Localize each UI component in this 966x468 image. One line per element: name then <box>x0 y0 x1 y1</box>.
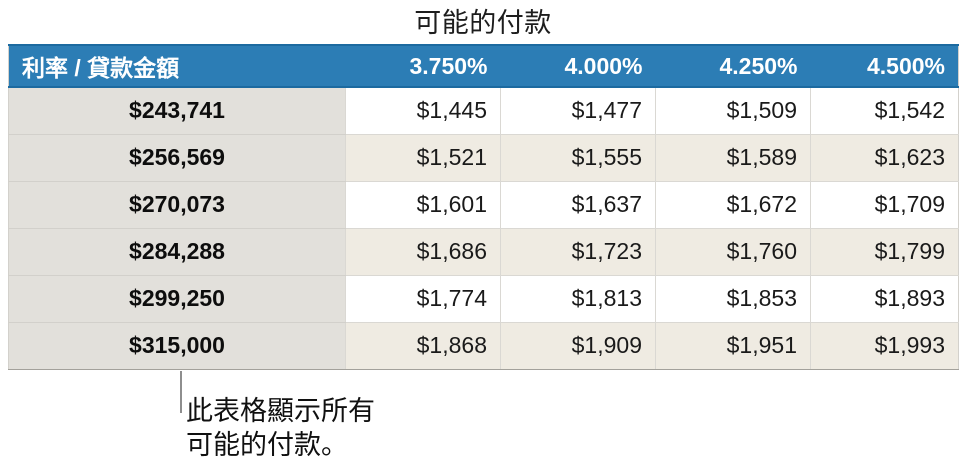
callout-annotation-line2: 可能的付款。 <box>186 430 348 460</box>
table-row: $243,741 $1,445 $1,477 $1,509 $1,542 <box>8 87 959 135</box>
rate-column-header[interactable]: 4.500% <box>810 44 959 88</box>
loan-amount-row-header[interactable]: $243,741 <box>8 87 346 135</box>
payment-cell[interactable]: $1,723 <box>500 228 656 276</box>
payment-cell[interactable]: $1,623 <box>810 134 959 182</box>
loan-amount-row-header[interactable]: $284,288 <box>8 228 346 276</box>
payment-cell[interactable]: $1,868 <box>345 322 501 370</box>
rate-column-header[interactable]: 4.250% <box>655 44 811 88</box>
table-row: $299,250 $1,774 $1,813 $1,853 $1,893 <box>8 275 959 323</box>
payment-cell[interactable]: $1,521 <box>345 134 501 182</box>
payment-cell[interactable]: $1,589 <box>655 134 811 182</box>
rate-column-header[interactable]: 4.000% <box>500 44 656 88</box>
loan-amount-row-header[interactable]: $270,073 <box>8 181 346 229</box>
callout-annotation-line1: 此表格顯示所有 <box>186 396 375 426</box>
payment-cell[interactable]: $1,774 <box>345 275 501 323</box>
table-title: 可能的付款 <box>414 8 552 38</box>
rate-column-header[interactable]: 3.750% <box>345 44 501 88</box>
payment-cell[interactable]: $1,672 <box>655 181 811 229</box>
possible-payments-table: 利率 / 貸款金額 3.750% 4.000% 4.250% 4.500% $243,7… <box>8 44 959 370</box>
payment-cell[interactable]: $1,799 <box>810 228 959 276</box>
payment-cell[interactable]: $1,813 <box>500 275 656 323</box>
payment-cell[interactable]: $1,951 <box>655 322 811 370</box>
payment-cell[interactable]: $1,509 <box>655 87 811 135</box>
loan-amount-row-header[interactable]: $315,000 <box>8 322 346 370</box>
loan-amount-row-header[interactable]: $299,250 <box>8 275 346 323</box>
payment-cell[interactable]: $1,853 <box>655 275 811 323</box>
corner-header-cell[interactable]: 利率 / 貸款金額 <box>8 44 346 88</box>
table-header-row: 利率 / 貸款金額 3.750% 4.000% 4.250% 4.500% <box>8 44 959 88</box>
loan-amount-row-header[interactable]: $256,569 <box>8 134 346 182</box>
table-row: $284,288 $1,686 $1,723 $1,760 $1,799 <box>8 228 959 276</box>
payment-cell[interactable]: $1,686 <box>345 228 501 276</box>
payment-cell[interactable]: $1,909 <box>500 322 656 370</box>
payment-cell[interactable]: $1,445 <box>345 87 501 135</box>
payment-cell[interactable]: $1,893 <box>810 275 959 323</box>
payment-cell[interactable]: $1,477 <box>500 87 656 135</box>
payment-cell[interactable]: $1,993 <box>810 322 959 370</box>
callout-annotation: 此表格顯示所有 可能的付款。 <box>186 394 375 462</box>
payment-cell[interactable]: $1,637 <box>500 181 656 229</box>
callout-leader-line <box>180 371 182 413</box>
payment-cell[interactable]: $1,555 <box>500 134 656 182</box>
table-row: $315,000 $1,868 $1,909 $1,951 $1,993 <box>8 322 959 370</box>
payment-cell[interactable]: $1,709 <box>810 181 959 229</box>
table-row: $270,073 $1,601 $1,637 $1,672 $1,709 <box>8 181 959 229</box>
payment-cell[interactable]: $1,601 <box>345 181 501 229</box>
table-row: $256,569 $1,521 $1,555 $1,589 $1,623 <box>8 134 959 182</box>
payment-cell[interactable]: $1,542 <box>810 87 959 135</box>
payment-cell[interactable]: $1,760 <box>655 228 811 276</box>
